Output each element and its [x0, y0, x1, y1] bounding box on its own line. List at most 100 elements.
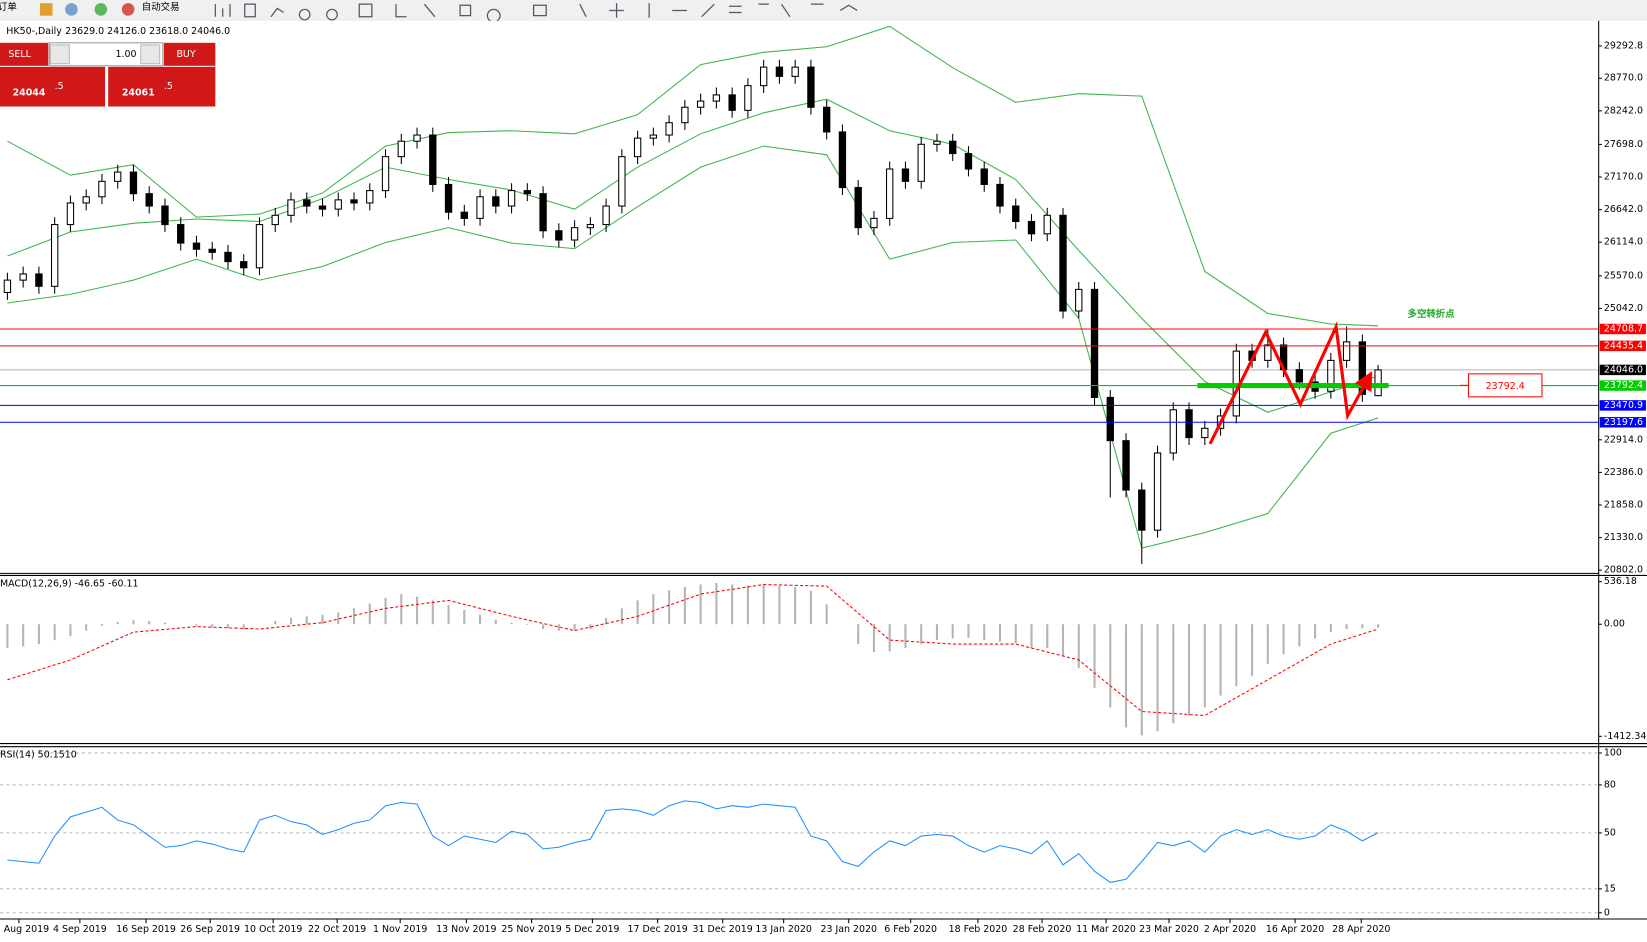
candle-body	[838, 131, 847, 189]
x-tick-label: 22 Oct 2019	[308, 924, 366, 935]
candle-body	[350, 199, 358, 204]
candle-body	[271, 214, 279, 226]
x-tick-label: 31 Dec 2019	[693, 924, 753, 935]
y-tick-label: 21858.0	[1604, 500, 1643, 511]
y-tick-label: 100	[1604, 747, 1622, 758]
candle-body	[586, 224, 595, 229]
toolbar-icon[interactable]	[94, 3, 108, 16]
candle-body	[224, 251, 232, 263]
candle-body	[696, 100, 705, 108]
candle-body	[1201, 427, 1209, 439]
candle-body	[1295, 369, 1304, 383]
candle-body	[366, 190, 374, 204]
bid-box[interactable]	[0, 66, 106, 107]
x-tick-label: 6 Feb 2020	[884, 924, 937, 935]
auto-trade-button[interactable]: 自动交易	[142, 1, 180, 13]
buy-label[interactable]: BUY	[176, 49, 195, 60]
candle-body	[1185, 409, 1193, 439]
candle-body	[114, 171, 122, 182]
candle-body	[303, 199, 311, 207]
candle-body	[681, 106, 689, 124]
x-tick-label: 23 Jan 2020	[820, 924, 877, 935]
candle-body	[618, 156, 626, 207]
x-tick-label: 16 Sep 2019	[116, 924, 176, 935]
toolbar	[0, 0, 1647, 21]
order-button[interactable]: 订单	[0, 1, 17, 13]
candle-body	[807, 66, 815, 108]
candle-body	[886, 168, 894, 219]
bollinger-upper	[7, 25, 1379, 327]
bollinger-lower	[7, 145, 1379, 549]
candle-body	[901, 168, 910, 182]
candle-body	[1106, 396, 1114, 442]
level-label-box	[1599, 364, 1646, 376]
candle-body	[633, 137, 642, 158]
y-tick-label: 28770.0	[1604, 73, 1643, 84]
ohlc-header: 23629.0 24126.0 23618.0 24046.0	[65, 26, 230, 37]
candle-body	[523, 190, 532, 195]
candle-body	[318, 205, 327, 210]
bid-fraction[interactable]: .5	[55, 81, 64, 92]
x-tick-label: 16 Apr 2020	[1266, 924, 1324, 935]
candle-body	[145, 193, 153, 207]
candle-body	[444, 183, 453, 213]
macd-pane	[6, 582, 1380, 736]
candle-body	[19, 273, 27, 281]
level-label-box	[1599, 400, 1646, 411]
rsi-pane	[0, 752, 1599, 914]
toolbar-icon[interactable]	[65, 3, 78, 16]
x-tick-label: 23 Aug 2019	[0, 924, 49, 935]
bid-price[interactable]: 24044	[13, 87, 46, 98]
level-label-box	[1599, 323, 1646, 335]
x-tick-label: 25 Nov 2019	[501, 924, 561, 935]
ask-fraction[interactable]: .5	[164, 81, 173, 92]
toolbar-icon[interactable]	[39, 3, 53, 16]
buy-button[interactable]	[163, 42, 216, 66]
candle-body	[3, 279, 12, 294]
candle-body	[917, 143, 925, 182]
zigzag-drawing	[1208, 321, 1373, 445]
lot-down[interactable]	[49, 44, 70, 65]
candle-body	[397, 140, 405, 158]
y-tick-label: 28242.0	[1604, 105, 1643, 116]
candle-body	[649, 134, 658, 139]
candle-body	[192, 242, 201, 250]
candle-body	[1327, 359, 1335, 392]
candle-body	[570, 227, 579, 241]
x-tick-label: 28 Feb 2020	[1013, 924, 1072, 935]
annotation: 多空转折点	[1408, 308, 1456, 320]
candle-body	[429, 134, 437, 185]
rsi-line	[7, 800, 1379, 883]
lot-up[interactable]	[140, 44, 161, 65]
candle-body	[1027, 220, 1036, 235]
sell-label[interactable]: SELL	[8, 49, 31, 60]
x-tick-label: 17 Dec 2019	[627, 924, 687, 935]
trade-panel: SELL 1.00 BUY 24044 .5 24061 .5	[0, 42, 216, 107]
candle-body	[334, 199, 342, 210]
candle-body	[240, 261, 248, 269]
lot-field[interactable]	[48, 42, 164, 67]
candle-body	[1090, 288, 1099, 398]
candle-body	[460, 211, 468, 219]
y-tick-label: 22914.0	[1604, 434, 1643, 445]
candle-body	[476, 196, 484, 219]
candle-body	[177, 224, 185, 244]
candle-body	[208, 248, 216, 253]
ask-price[interactable]: 24061	[122, 87, 155, 98]
ask-box[interactable]	[108, 66, 216, 107]
sell-button[interactable]	[0, 42, 49, 66]
toolbar-icon[interactable]	[121, 3, 135, 16]
candle-body	[492, 196, 500, 207]
candle-body	[854, 186, 862, 229]
level-label: 24435.4	[1604, 340, 1643, 351]
level-label: 24046.0	[1604, 364, 1643, 375]
x-tick-label: 18 Feb 2020	[949, 924, 1008, 935]
lot-value[interactable]: 1.00	[116, 49, 137, 60]
candle-body	[1169, 409, 1177, 454]
candle-body	[602, 205, 610, 226]
candle-body	[1153, 452, 1162, 531]
candle-body	[129, 171, 138, 195]
chart-title: HK50-,Daily	[6, 26, 62, 37]
